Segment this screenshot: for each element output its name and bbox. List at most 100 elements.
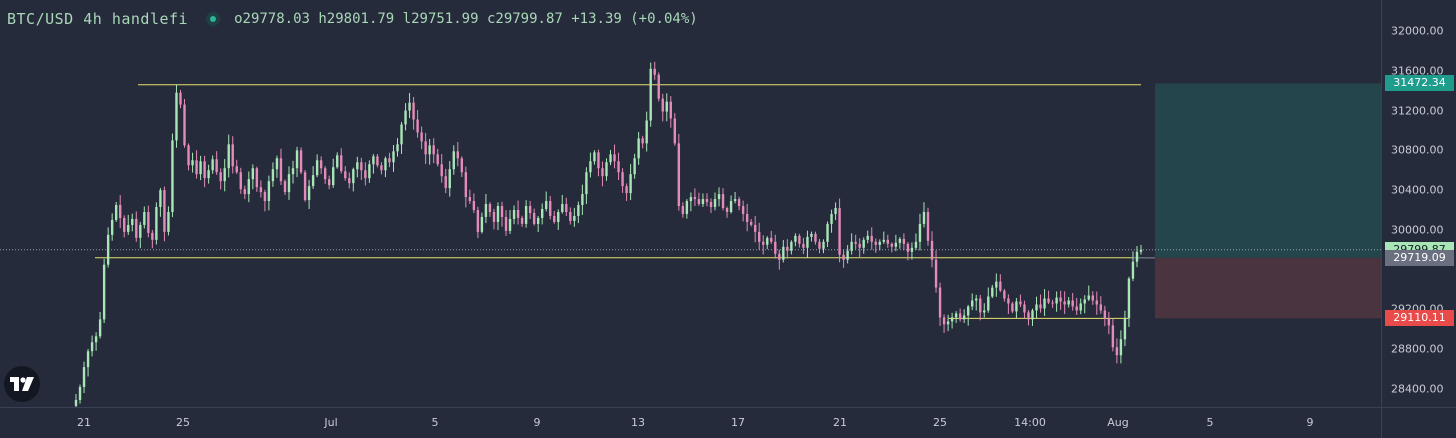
candle-body: [894, 242, 898, 247]
candle-body: [380, 165, 383, 171]
candle-body: [1111, 325, 1115, 348]
candle-body: [806, 236, 809, 248]
candle-body: [348, 178, 351, 184]
candle-body: [323, 168, 327, 180]
candle-body: [504, 216, 508, 231]
candle-body: [850, 241, 853, 251]
candle-body: [637, 138, 640, 159]
candle-body: [448, 169, 451, 189]
candle-body: [1083, 299, 1086, 304]
time-tick-label: Aug: [1107, 416, 1129, 429]
candle-body: [86, 351, 90, 368]
candle-body: [725, 208, 729, 212]
candle-body: [1115, 347, 1119, 356]
target-zone: [1155, 83, 1381, 258]
candle-body: [1063, 301, 1066, 305]
candle-body: [520, 217, 524, 224]
candle-body: [102, 264, 106, 320]
candle-body: [922, 211, 926, 224]
candle-body: [790, 241, 793, 251]
candle-body: [167, 211, 170, 232]
candle-body: [78, 387, 82, 400]
price-tick-label: 28400.00: [1391, 382, 1444, 396]
price-axis[interactable]: 32000.00 31600.00 31200.00 30800.00 30400.00…: [1381, 0, 1456, 407]
time-axis[interactable]: 21 25 Jul 5 9 13 17 21 25 14:00 Aug 5 9: [0, 407, 1381, 438]
candle-body: [942, 317, 946, 325]
candle-body: [279, 158, 283, 182]
candle-body: [1087, 295, 1090, 300]
candle-body: [396, 144, 399, 152]
price-chart[interactable]: [0, 0, 1381, 407]
candle-body: [938, 287, 942, 318]
candle-body: [681, 206, 685, 214]
symbol-title[interactable]: BTC/USD 4h handlefi: [7, 10, 189, 28]
candle-body: [384, 158, 387, 171]
candle-body: [954, 313, 958, 318]
candle-body: [106, 234, 110, 265]
candle-body: [713, 199, 717, 208]
candle-body: [605, 162, 608, 177]
price-tick-label: 31200.00: [1391, 104, 1444, 118]
candle-body: [874, 241, 877, 245]
candle-body: [468, 197, 472, 202]
candle-body: [987, 296, 990, 311]
candle-body: [191, 160, 194, 166]
tradingview-logo-icon[interactable]: [4, 366, 40, 402]
candle-body: [979, 298, 982, 313]
candle-body: [798, 235, 801, 244]
chart-legend: BTC/USD 4h handlefi o29778.03 h29801.79 …: [7, 8, 698, 30]
candle-body: [1099, 304, 1103, 311]
candle-body: [344, 171, 347, 179]
candle-body: [155, 207, 158, 240]
time-tick-label: 21: [77, 416, 91, 429]
candle-body: [239, 172, 242, 190]
candle-body: [388, 158, 391, 163]
candle-body: [926, 211, 930, 241]
candle-body: [930, 240, 934, 260]
candle-body: [633, 158, 636, 175]
candle-body: [1139, 249, 1143, 252]
candle-body: [573, 215, 576, 221]
candle-body: [609, 154, 612, 163]
candle-body: [906, 243, 910, 252]
candle-body: [488, 204, 492, 212]
time-tick-label: 9: [1306, 416, 1314, 429]
candle-body: [842, 254, 845, 260]
time-tick-label: 5: [431, 416, 439, 429]
candle-body: [464, 172, 468, 198]
candle-body: [999, 281, 1002, 291]
candle-body: [207, 170, 210, 179]
candle-body: [299, 150, 303, 173]
candle-body: [733, 199, 737, 202]
candle-body: [532, 212, 536, 224]
candle-body: [307, 186, 311, 201]
candle-body: [854, 241, 857, 244]
candle-body: [110, 219, 114, 235]
candle-body: [673, 118, 677, 144]
axis-corner: [1381, 407, 1456, 438]
candle-body: [553, 215, 556, 222]
time-tick-label: 21: [833, 416, 847, 429]
candle-body: [834, 208, 837, 214]
candle-body: [428, 145, 431, 155]
candle-body: [962, 315, 966, 320]
price-tick-label: 32000.00: [1391, 24, 1444, 38]
candle-body: [701, 199, 705, 205]
candle-body: [689, 197, 693, 202]
candle-body: [243, 189, 246, 195]
candle-body: [862, 239, 865, 248]
candle-body: [898, 238, 902, 243]
candle-body: [749, 221, 753, 225]
candle-body: [327, 179, 331, 186]
candle-body: [1103, 310, 1107, 319]
chart-area[interactable]: BTC/USD 4h handlefi o29778.03 h29801.79 …: [0, 0, 1381, 407]
candle-body: [143, 211, 146, 225]
candle-body: [183, 104, 186, 146]
candle-body: [946, 321, 950, 325]
candle-body: [1039, 304, 1042, 309]
price-tick-label: 30800.00: [1391, 143, 1444, 157]
candle-body: [247, 179, 251, 195]
candle-body: [456, 151, 459, 159]
candle-body: [283, 181, 287, 193]
candle-body: [657, 74, 660, 99]
